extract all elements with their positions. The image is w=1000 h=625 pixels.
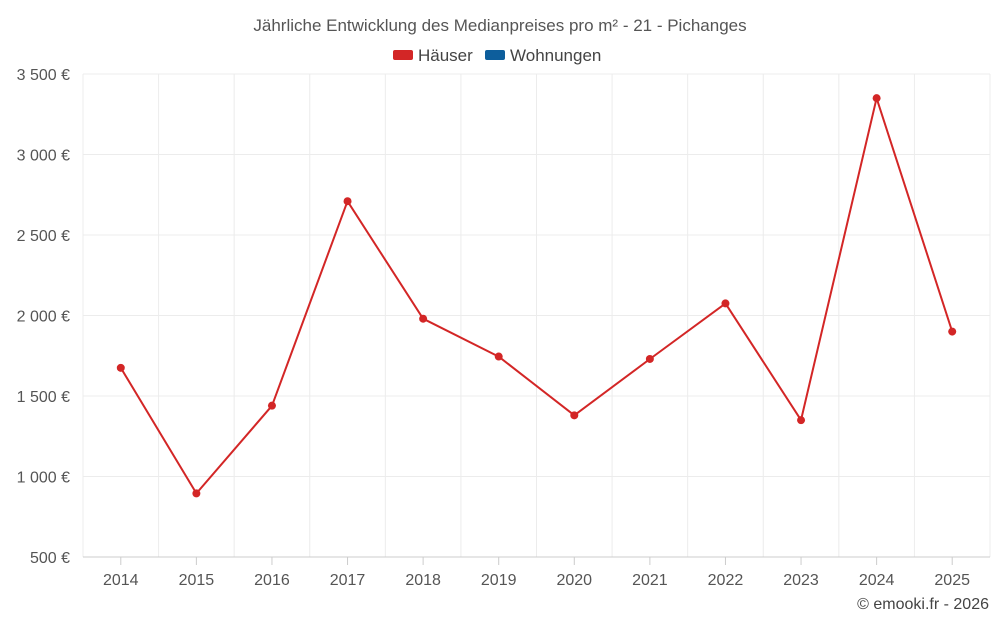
x-tick-label: 2025 [934,572,970,589]
y-tick-label: 3 500 € [17,67,70,84]
x-tick-label: 2020 [556,572,592,589]
x-tick-label: 2018 [405,572,441,589]
data-point-2018[interactable] [419,314,428,323]
data-point-2015[interactable] [192,489,201,498]
y-tick-label: 3 000 € [17,148,70,165]
data-point-2014[interactable] [116,363,125,372]
legend: Häuser Wohnungen [393,46,601,65]
grid [82,73,991,557]
x-tick-label: 2024 [859,572,895,589]
legend-item-haeuser[interactable]: Häuser [393,46,473,65]
data-point-2016[interactable] [267,401,276,410]
y-tick-label: 2 000 € [17,309,70,326]
y-tick-label: 1 000 € [17,470,70,487]
credit-text: © emooki.fr - 2026 [857,596,989,613]
series-line-haeuser [119,97,954,495]
y-tick-label: 1 500 € [17,389,70,406]
data-point-2020[interactable] [570,411,579,420]
data-point-2017[interactable] [343,197,352,206]
data-point-2019[interactable] [494,352,503,361]
data-point-2021[interactable] [645,354,654,363]
legend-label-haeuser: Häuser [418,46,473,65]
data-point-2022[interactable] [721,299,730,308]
legend-swatch-haeuser [393,50,413,60]
y-tick-label: 2 500 € [17,228,70,245]
legend-swatch-wohnungen [485,50,505,60]
data-point-2024[interactable] [872,94,881,103]
x-tick-label: 2017 [330,572,366,589]
x-tick-label: 2014 [103,572,139,589]
x-axis: 2014 2015 2016 2017 2018 2019 2020 2021 2022 2023… [83,556,990,589]
legend-item-wohnungen[interactable]: Wohnungen [485,46,601,65]
x-tick-label: 2022 [708,572,744,589]
series-haeuser [116,94,957,498]
data-point-2025[interactable] [948,327,957,336]
legend-label-wohnungen: Wohnungen [510,46,601,65]
x-tick-label: 2016 [254,572,290,589]
y-tick-label: 500 € [30,550,70,567]
x-tick-label: 2023 [783,572,819,589]
x-tick-label: 2019 [481,572,517,589]
chart-title: Jährliche Entwicklung des Medianpreises … [253,16,746,35]
x-tick-label: 2015 [179,572,215,589]
x-tick-label: 2021 [632,572,668,589]
data-point-2023[interactable] [797,416,806,425]
y-axis: 500 € 1 000 € 1 500 € 2 000 € 2 500 € 3 000 €… [17,67,70,567]
